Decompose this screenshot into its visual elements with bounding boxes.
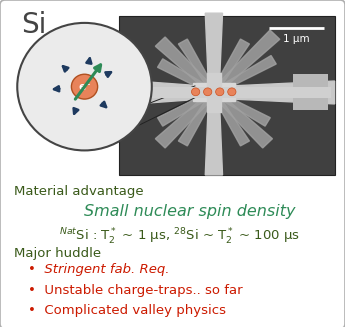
Text: Major huddle: Major huddle [14, 247, 101, 260]
Text: $^{Nat}$Si : T$_2^*$ ~ 1 μs, $^{28}$Si ~ T$_2^*$ ~ 100 μs: $^{Nat}$Si : T$_2^*$ ~ 1 μs, $^{28}$Si ~… [59, 227, 300, 247]
Text: e⁻: e⁻ [78, 82, 91, 92]
Polygon shape [214, 83, 235, 101]
Text: Si: Si [21, 11, 46, 40]
Polygon shape [158, 59, 215, 95]
Polygon shape [207, 73, 221, 93]
Polygon shape [193, 83, 214, 101]
Circle shape [17, 23, 152, 150]
Polygon shape [211, 30, 280, 95]
Polygon shape [178, 39, 216, 94]
Polygon shape [112, 79, 214, 106]
Polygon shape [213, 90, 270, 126]
Circle shape [204, 88, 212, 96]
Bar [119, 16, 335, 175]
Circle shape [191, 88, 200, 96]
Polygon shape [207, 93, 221, 112]
Bar [122, 87, 331, 98]
Polygon shape [205, 13, 223, 93]
Circle shape [216, 88, 224, 96]
Text: 1 μm: 1 μm [283, 34, 310, 44]
Text: •  Complicated valley physics: • Complicated valley physics [28, 304, 226, 317]
Polygon shape [158, 90, 215, 126]
Polygon shape [214, 81, 335, 104]
Polygon shape [211, 90, 273, 148]
Polygon shape [212, 91, 249, 146]
Polygon shape [212, 39, 249, 94]
Polygon shape [155, 37, 216, 95]
Polygon shape [213, 56, 276, 95]
Polygon shape [205, 93, 223, 175]
Bar [293, 75, 328, 111]
Text: •  Stringent fab. Req.: • Stringent fab. Req. [28, 263, 169, 276]
Circle shape [228, 88, 236, 96]
Polygon shape [155, 90, 216, 148]
Polygon shape [178, 91, 216, 146]
Text: •  Unstable charge-traps.. so far: • Unstable charge-traps.. so far [28, 284, 242, 297]
Circle shape [71, 74, 98, 99]
Bar [122, 75, 147, 111]
Text: Material advantage: Material advantage [14, 185, 144, 198]
Text: Small nuclear spin density: Small nuclear spin density [84, 204, 296, 219]
